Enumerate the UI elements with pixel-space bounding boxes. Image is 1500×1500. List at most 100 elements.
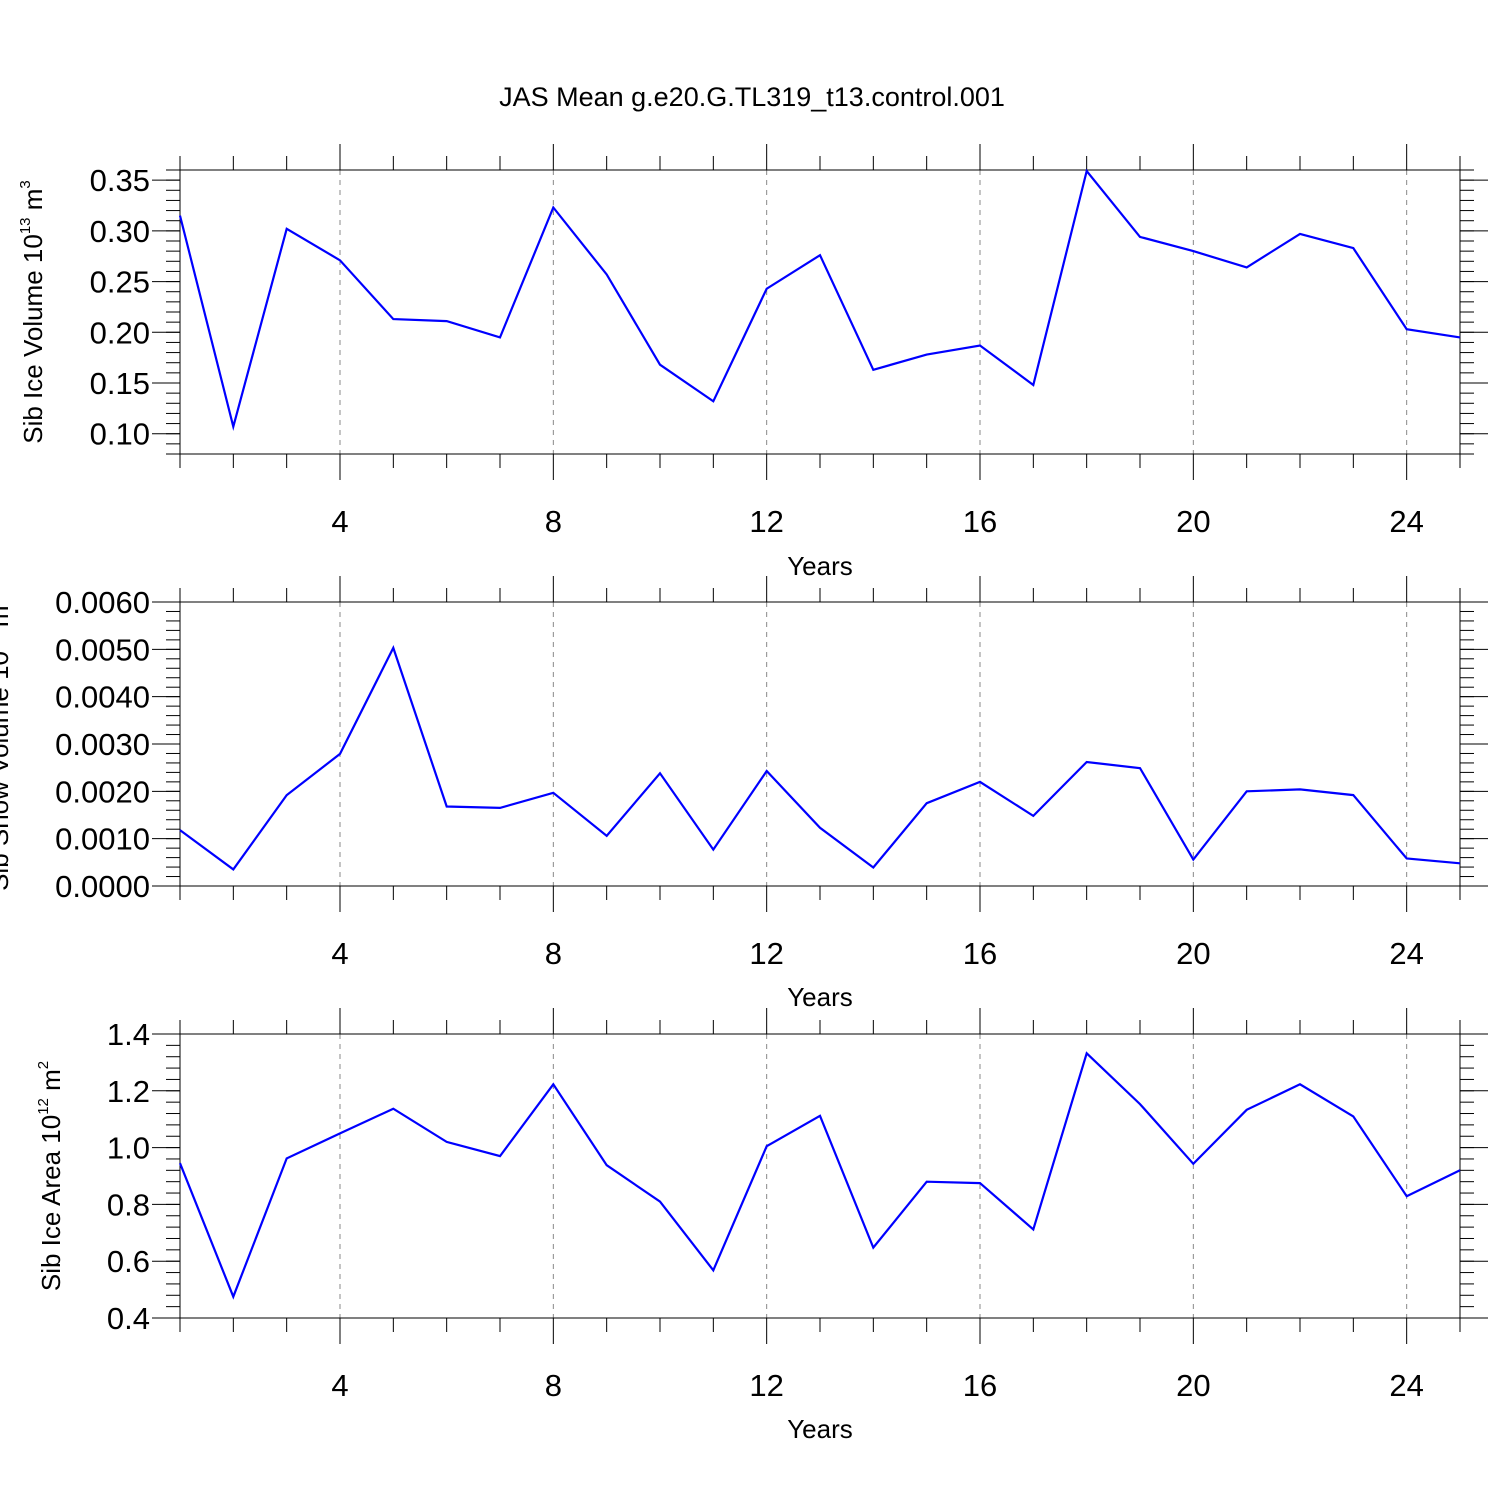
x-tick-label: 4 xyxy=(331,1368,348,1403)
y-axis-title-prefix: Sib Snow Volume 10 xyxy=(0,651,14,891)
data-point xyxy=(1298,1082,1302,1086)
data-point xyxy=(445,804,449,808)
panel-2: 0.0000 0.0010 0.0020 0.0030 0.0040 0.0050 0.00… xyxy=(0,576,1488,1012)
data-point xyxy=(711,848,715,852)
data-point xyxy=(1405,1194,1409,1198)
y-tick-label: 0.0020 xyxy=(55,774,150,809)
data-point xyxy=(605,1163,609,1167)
panel-3: 0.4 0.6 0.8 1.0 1.2 1.4 4 8 12 16 20 24 Years Sib Ice… xyxy=(35,1008,1488,1444)
plot-frame xyxy=(179,169,1461,455)
data-point xyxy=(1351,1114,1355,1118)
data-point xyxy=(1351,793,1355,797)
data-point xyxy=(338,752,342,756)
y-tick-label: 0.35 xyxy=(90,163,150,198)
data-point xyxy=(285,227,289,231)
data-point xyxy=(1138,235,1142,239)
data-point xyxy=(551,1082,555,1086)
y-tick-label: 0.0000 xyxy=(55,869,150,904)
series-line xyxy=(178,168,1461,431)
data-point xyxy=(231,1295,235,1299)
y-axis-title: Sib Ice Area 1012 m2 xyxy=(35,1061,66,1291)
data-point xyxy=(231,867,235,871)
y-tick-label: 1.2 xyxy=(107,1074,150,1109)
x-tick-label: 24 xyxy=(1389,504,1423,539)
x-tick-label: 24 xyxy=(1389,936,1423,971)
data-point xyxy=(605,834,609,838)
data-point xyxy=(978,1181,982,1185)
series-line xyxy=(179,645,1461,871)
data-point xyxy=(1245,789,1249,793)
x-tick-label: 20 xyxy=(1176,936,1210,971)
data-point xyxy=(1031,814,1035,818)
x-tick-label: 8 xyxy=(545,504,562,539)
x-tick-label: 16 xyxy=(963,936,997,971)
data-point xyxy=(925,801,929,805)
data-point xyxy=(711,399,715,403)
data-point xyxy=(338,258,342,262)
y-tick-label: 0.4 xyxy=(107,1301,150,1336)
y-tick-label: 0.0040 xyxy=(55,680,150,715)
data-point xyxy=(1031,383,1035,387)
y-axis-title-unit: m xyxy=(36,1069,66,1098)
data-point xyxy=(871,866,875,870)
data-point xyxy=(231,425,235,429)
data-point xyxy=(178,1161,182,1165)
data-point xyxy=(551,791,555,795)
y-tick-label: 0.0010 xyxy=(55,822,150,857)
data-point xyxy=(178,214,182,218)
data-point xyxy=(925,353,929,357)
data-point xyxy=(765,769,769,773)
y-tick-label: 0.0050 xyxy=(55,632,150,667)
data-point xyxy=(551,206,555,210)
data-point xyxy=(658,771,662,775)
data-point xyxy=(765,287,769,291)
y-tick-label: 0.25 xyxy=(90,265,150,300)
plot-frame xyxy=(179,601,1461,887)
data-point xyxy=(658,1200,662,1204)
data-point xyxy=(1458,861,1462,865)
y-axis-title: Sib Snow Volume 1013 m3 xyxy=(0,597,14,891)
data-point xyxy=(1458,335,1462,339)
y-axis-title-unit: m xyxy=(18,189,48,218)
x-tick-label: 8 xyxy=(545,936,562,971)
y-axis-title-unit-exp: 3 xyxy=(17,180,34,188)
y-tick-label: 0.6 xyxy=(107,1244,150,1279)
x-tick-label: 24 xyxy=(1389,1368,1423,1403)
data-point xyxy=(658,363,662,367)
data-point xyxy=(978,780,982,784)
data-point xyxy=(765,1144,769,1148)
data-point xyxy=(1085,1051,1089,1055)
data-point xyxy=(1031,1227,1035,1231)
data-point xyxy=(285,1156,289,1160)
data-point xyxy=(1405,857,1409,861)
data-point xyxy=(1138,766,1142,770)
y-axis-title-unit: m xyxy=(0,605,14,634)
data-point xyxy=(178,828,182,832)
y-tick-label: 0.0030 xyxy=(55,727,150,762)
data-point xyxy=(445,1140,449,1144)
data-point xyxy=(871,368,875,372)
y-axis-title-prefix: Sib Ice Volume 10 xyxy=(18,234,48,444)
data-point xyxy=(1191,1162,1195,1166)
x-tick-label: 16 xyxy=(963,504,997,539)
data-point xyxy=(1085,169,1089,173)
plot-frame xyxy=(179,1033,1461,1319)
series-line xyxy=(178,1051,1461,1300)
data-point xyxy=(1085,760,1089,764)
data-point xyxy=(498,1154,502,1158)
y-tick-label: 0.8 xyxy=(107,1187,150,1222)
x-axis-title: Years xyxy=(787,982,853,1012)
x-tick-label: 12 xyxy=(749,936,783,971)
data-point xyxy=(391,317,395,321)
x-tick-label: 20 xyxy=(1176,1368,1210,1403)
data-point xyxy=(605,272,609,276)
data-point xyxy=(391,1107,395,1111)
x-tick-label: 16 xyxy=(963,1368,997,1403)
data-point xyxy=(285,793,289,797)
data-point xyxy=(498,806,502,810)
data-point xyxy=(1458,1168,1462,1172)
y-tick-label: 0.10 xyxy=(90,417,150,452)
y-axis-title-exp: 12 xyxy=(35,1098,52,1115)
chart-title: JAS Mean g.e20.G.TL319_t13.control.001 xyxy=(499,82,1005,112)
